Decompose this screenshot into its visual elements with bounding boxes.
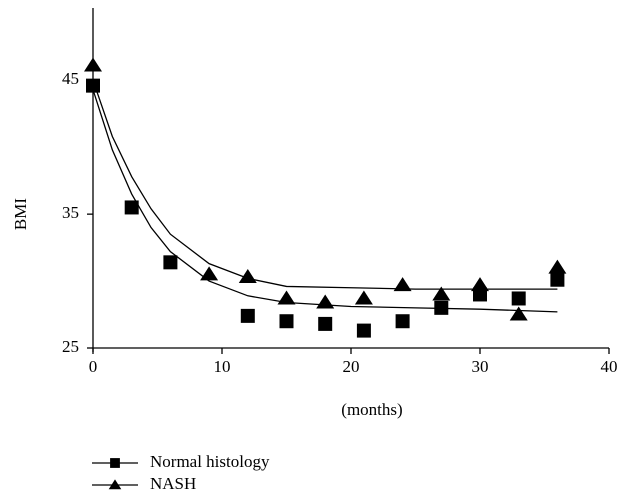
x-tick-label: 30 bbox=[472, 357, 489, 376]
data-point bbox=[471, 277, 489, 292]
data-point bbox=[548, 259, 567, 274]
data-point bbox=[509, 306, 528, 321]
y-tick-label: 25 bbox=[62, 337, 79, 356]
data-point bbox=[316, 294, 335, 309]
legend-marker bbox=[110, 458, 120, 468]
data-point bbox=[550, 272, 565, 287]
legend-label: NASH bbox=[150, 474, 196, 493]
data-point bbox=[356, 323, 371, 338]
data-point bbox=[238, 269, 257, 284]
y-tick-label: 45 bbox=[62, 69, 79, 88]
data-point bbox=[395, 314, 410, 329]
data-point bbox=[393, 277, 412, 292]
x-axis-label: (months) bbox=[341, 400, 402, 419]
data-point bbox=[318, 316, 333, 331]
data-point bbox=[277, 290, 296, 305]
fit-curve bbox=[92, 89, 558, 313]
data-point bbox=[354, 290, 373, 305]
data-point bbox=[434, 300, 449, 315]
data-point bbox=[200, 266, 219, 281]
data-point bbox=[240, 308, 255, 323]
legend-label: Normal histology bbox=[150, 452, 270, 471]
data-point bbox=[86, 78, 100, 93]
data-point bbox=[279, 314, 294, 329]
y-axis-label: BMI bbox=[11, 198, 30, 230]
x-tick-label: 0 bbox=[89, 357, 98, 376]
legend-marker bbox=[108, 479, 122, 490]
y-tick-label: 35 bbox=[62, 203, 79, 222]
x-tick-label: 40 bbox=[601, 357, 618, 376]
data-point bbox=[124, 200, 139, 215]
data-point bbox=[84, 57, 102, 72]
x-tick-label: 20 bbox=[343, 357, 360, 376]
data-point bbox=[163, 255, 178, 270]
data-point bbox=[511, 291, 526, 306]
fit-curve bbox=[92, 80, 558, 290]
data-point bbox=[432, 286, 451, 301]
x-tick-label: 10 bbox=[214, 357, 231, 376]
